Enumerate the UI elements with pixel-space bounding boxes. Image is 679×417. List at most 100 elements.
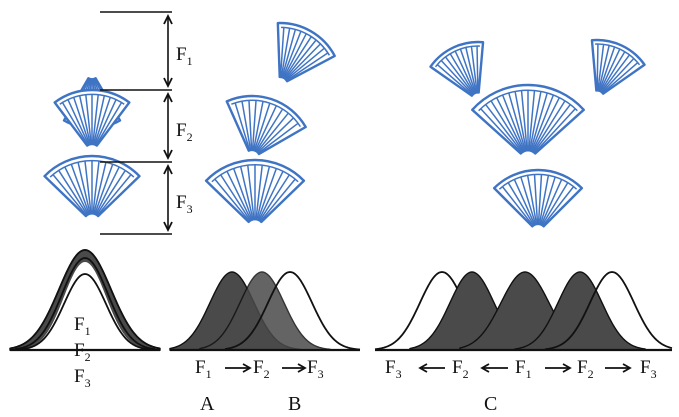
label-c-f2-right: F2 (577, 357, 594, 381)
fan-rib (440, 60, 474, 95)
fan-rib (92, 160, 100, 214)
label-f2-dim: F2 (176, 120, 193, 144)
arrow-right-icon-head (242, 363, 252, 373)
fan-rib (280, 28, 291, 77)
fan-rib (226, 170, 252, 221)
fan-rib (248, 100, 253, 150)
fan-rib (95, 166, 120, 215)
fan-rib (253, 102, 271, 151)
curve-b-f3 (224, 271, 361, 351)
label-a-f3: F3 (74, 366, 91, 390)
label-b-f1: F1 (195, 357, 212, 381)
fan-rib (465, 47, 477, 93)
fan-rib (529, 91, 542, 151)
fan-inner-arc (595, 43, 641, 66)
fan-rib (255, 165, 263, 219)
fan-rib (537, 174, 543, 224)
arrow-up-icon (163, 91, 173, 103)
fan-rib (532, 100, 566, 152)
fan-rib (234, 102, 251, 151)
fan-rib (454, 50, 476, 94)
fan-rib (480, 108, 522, 153)
fan-b-top (276, 21, 336, 83)
fan-rib (534, 108, 576, 153)
fan-rib (286, 47, 325, 81)
fan-inner-arc (280, 26, 331, 56)
fan-inner-arc (231, 99, 301, 128)
label-c-f2-left: F2 (452, 357, 469, 381)
label-a-f1: F1 (74, 314, 91, 338)
fan-rib (520, 176, 537, 225)
fan-rib (286, 52, 329, 81)
fan-rib (214, 178, 250, 222)
fan-rib (259, 174, 290, 221)
curve-c-right (544, 271, 673, 351)
fan-c-middle (471, 83, 585, 155)
fan-rib (601, 54, 631, 93)
fan-inner-arc (49, 159, 135, 178)
fan-rib (256, 112, 289, 152)
fan-rib (257, 117, 294, 153)
fan-rib (58, 170, 88, 215)
fan-rib (599, 48, 621, 92)
fan-inner-arc (59, 93, 125, 105)
fan-rib (520, 90, 528, 150)
fan-rib (77, 162, 91, 214)
fan-rib (67, 99, 90, 145)
label-b-f2: F2 (253, 357, 270, 381)
fan-rib (239, 166, 254, 220)
fan-rib (78, 95, 91, 144)
fan-a-middle (53, 88, 131, 147)
fan-rib (96, 170, 126, 215)
fan-rib (602, 62, 639, 94)
fan-inner-arc (211, 164, 299, 183)
tuning-curves (9, 249, 673, 352)
fan-rib (444, 56, 474, 95)
fan-inner-arc (434, 45, 480, 68)
arrow-up-icon (163, 13, 173, 25)
fan-rib (93, 97, 112, 145)
fan-rib (598, 45, 610, 91)
fan-inner-arc (478, 89, 578, 112)
fan-rib (64, 166, 89, 215)
fan-rib (514, 91, 527, 151)
fan-rib (501, 186, 534, 226)
fan-rib (252, 101, 264, 150)
arrow-down-icon (163, 77, 173, 89)
panel-label-a: A (200, 393, 215, 415)
arrow-down-icon (163, 221, 173, 233)
fan-rib (220, 174, 251, 221)
fan-rib (255, 108, 284, 152)
fan-rib (85, 94, 92, 144)
fan-rib (530, 92, 548, 151)
fan-rib (97, 174, 132, 216)
fan-rib (538, 175, 550, 224)
fan-rib (256, 166, 271, 220)
fan-rib (533, 104, 571, 153)
arrow-right-icon-head (622, 363, 632, 373)
fan-rib (284, 39, 317, 79)
fan-rib (459, 48, 477, 93)
fan-rib (72, 97, 91, 145)
curve-c-right-shaded (514, 271, 646, 351)
label-f1-dim: F1 (176, 44, 193, 68)
fan-rib (283, 36, 312, 79)
fan-rib (601, 58, 635, 93)
fan-rib (528, 90, 536, 150)
fan-diagrams (43, 21, 646, 228)
fan-rib (94, 99, 117, 145)
panel-label-c: C (484, 393, 497, 415)
fan-rib (501, 94, 525, 151)
dimension-markers (100, 11, 173, 235)
fan-rib (598, 46, 616, 91)
fan-rib (597, 44, 605, 91)
fan-rib (490, 100, 524, 152)
fan-rib (507, 182, 535, 226)
fan-rib (596, 44, 599, 91)
fan-rib (542, 186, 575, 226)
fan-rib (84, 160, 92, 214)
fan-rib (449, 53, 475, 94)
label-f3-dim: F3 (176, 192, 193, 216)
